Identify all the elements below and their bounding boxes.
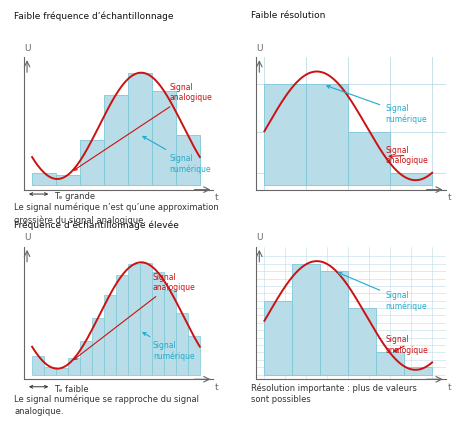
Bar <box>176 135 200 185</box>
Text: Signal
analogique: Signal analogique <box>74 83 212 170</box>
Bar <box>80 140 104 185</box>
Bar <box>404 367 432 374</box>
Bar <box>292 264 320 374</box>
Text: U: U <box>24 44 30 52</box>
Bar <box>140 263 152 374</box>
Bar <box>128 73 152 185</box>
Text: Signal
analogique: Signal analogique <box>385 146 428 165</box>
Text: Signal
numérique: Signal numérique <box>327 86 427 124</box>
Text: Résolution importante : plus de valeurs
sont possibles: Résolution importante : plus de valeurs … <box>251 384 417 404</box>
Bar <box>188 336 200 374</box>
Bar <box>92 318 104 374</box>
Text: Signal
analogique: Signal analogique <box>385 335 428 355</box>
Bar <box>56 175 80 185</box>
Bar <box>104 295 116 374</box>
Bar <box>264 85 306 185</box>
Bar <box>306 85 348 185</box>
Bar <box>390 173 432 185</box>
Text: Le signal numérique n’est qu’une approximation
grossière du signal analogique.: Le signal numérique n’est qu’une approxi… <box>14 203 219 225</box>
Text: Faible résolution: Faible résolution <box>251 11 326 20</box>
Text: t: t <box>215 383 219 392</box>
Text: Signal
numérique: Signal numérique <box>143 333 194 361</box>
Text: t: t <box>447 194 451 202</box>
Text: Tₑ faible: Tₑ faible <box>55 385 89 393</box>
Text: Faible fréquence d’échantillonnage: Faible fréquence d’échantillonnage <box>14 11 173 21</box>
Bar <box>128 264 140 374</box>
Bar <box>348 308 376 374</box>
Text: U: U <box>256 44 263 52</box>
Bar <box>348 132 390 185</box>
Bar <box>44 367 56 374</box>
Bar <box>32 173 56 185</box>
Bar <box>68 359 80 374</box>
Bar <box>56 368 68 374</box>
Bar <box>152 91 176 185</box>
Text: Fréquence d’échantillonnage élevée: Fréquence d’échantillonnage élevée <box>14 220 179 230</box>
Bar <box>320 271 348 374</box>
Bar <box>176 313 188 374</box>
Text: Tₑ grande: Tₑ grande <box>55 192 96 201</box>
Text: U: U <box>24 233 30 242</box>
Text: t: t <box>215 194 219 202</box>
Text: Le signal numérique se rapproche du signal
analogique.: Le signal numérique se rapproche du sign… <box>14 395 199 416</box>
Bar <box>80 340 92 374</box>
Text: Signal
numérique: Signal numérique <box>338 273 427 311</box>
Bar <box>32 355 44 374</box>
Bar <box>264 301 292 374</box>
Text: t: t <box>447 383 451 392</box>
Bar <box>104 95 128 185</box>
Bar <box>376 352 404 374</box>
Bar <box>116 276 128 374</box>
Bar <box>164 290 176 374</box>
Bar <box>152 273 164 374</box>
Text: U: U <box>256 233 263 242</box>
Text: Signal
numérique: Signal numérique <box>143 136 211 174</box>
Text: Signal
analogique: Signal analogique <box>74 273 196 359</box>
